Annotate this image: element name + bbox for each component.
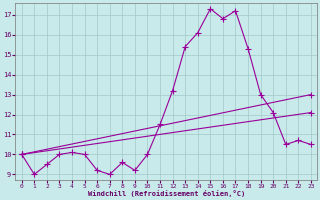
X-axis label: Windchill (Refroidissement éolien,°C): Windchill (Refroidissement éolien,°C) <box>88 190 245 197</box>
